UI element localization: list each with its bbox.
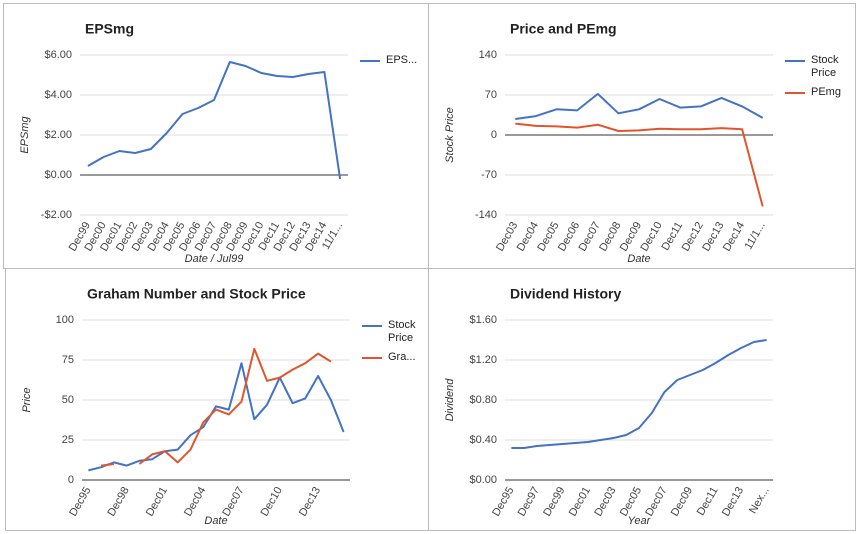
y-tick-label: 0 xyxy=(68,474,74,486)
chart-title: Graham Number and Stock Price xyxy=(87,286,306,302)
y-tick-label: $4.00 xyxy=(44,89,72,101)
chart-title: EPSmg xyxy=(85,21,134,37)
y-tick-label: -140 xyxy=(475,209,497,221)
y-axis-title: Price xyxy=(21,387,33,412)
legend-item: PEmg xyxy=(811,86,841,98)
legend-label: Gra... xyxy=(388,351,416,363)
chart-title: Dividend History xyxy=(510,286,621,302)
data-line xyxy=(88,362,345,472)
legend-label: Stock Price xyxy=(388,319,416,344)
legend-label: PEmg xyxy=(811,86,841,98)
legend-label: Stock Price xyxy=(811,54,839,79)
x-axis-title: Date / Jul99 xyxy=(185,253,244,265)
x-axis-title: Year xyxy=(628,515,652,527)
y-tick-label: $0.40 xyxy=(469,434,497,446)
y-tick-label: $6.00 xyxy=(44,49,72,61)
legend-item: Stock Price xyxy=(811,54,839,79)
x-axis-title: Date xyxy=(204,515,227,527)
y-tick-label: 100 xyxy=(56,314,74,326)
panel xyxy=(3,3,429,269)
x-axis-title: Date xyxy=(627,253,650,265)
y-tick-label: 75 xyxy=(62,354,74,366)
y-tick-label: 70 xyxy=(485,89,497,101)
legend-item: EPS... xyxy=(386,54,418,66)
y-tick-label: 0 xyxy=(491,129,497,141)
y-tick-label: 50 xyxy=(62,394,74,406)
y-tick-label: $1.60 xyxy=(469,314,497,326)
y-tick-label: $0.00 xyxy=(469,474,497,486)
y-tick-label: $1.20 xyxy=(469,354,497,366)
y-axis-title: Stock Price xyxy=(444,107,456,163)
y-tick-label: -$2.00 xyxy=(41,209,72,221)
legend-item: Stock Price xyxy=(388,319,416,344)
y-axis-title: Dividend xyxy=(444,378,456,422)
y-tick-label: $2.00 xyxy=(44,129,72,141)
legend-label: EPS... xyxy=(386,54,418,66)
data-line xyxy=(100,347,332,467)
y-tick-label: -70 xyxy=(481,169,497,181)
data-line xyxy=(515,122,764,207)
panel xyxy=(428,3,856,269)
chart-title: Price and PEmg xyxy=(510,21,617,37)
legend-item: Gra... xyxy=(388,351,416,363)
y-tick-label: $0.00 xyxy=(44,169,72,181)
y-tick-label: 25 xyxy=(62,434,74,446)
y-tick-label: $0.80 xyxy=(469,394,497,406)
y-tick-label: 140 xyxy=(479,49,497,61)
data-line xyxy=(515,92,764,120)
data-line xyxy=(511,339,767,449)
data-line xyxy=(87,61,342,180)
y-axis-title: EPSmg xyxy=(19,115,31,153)
